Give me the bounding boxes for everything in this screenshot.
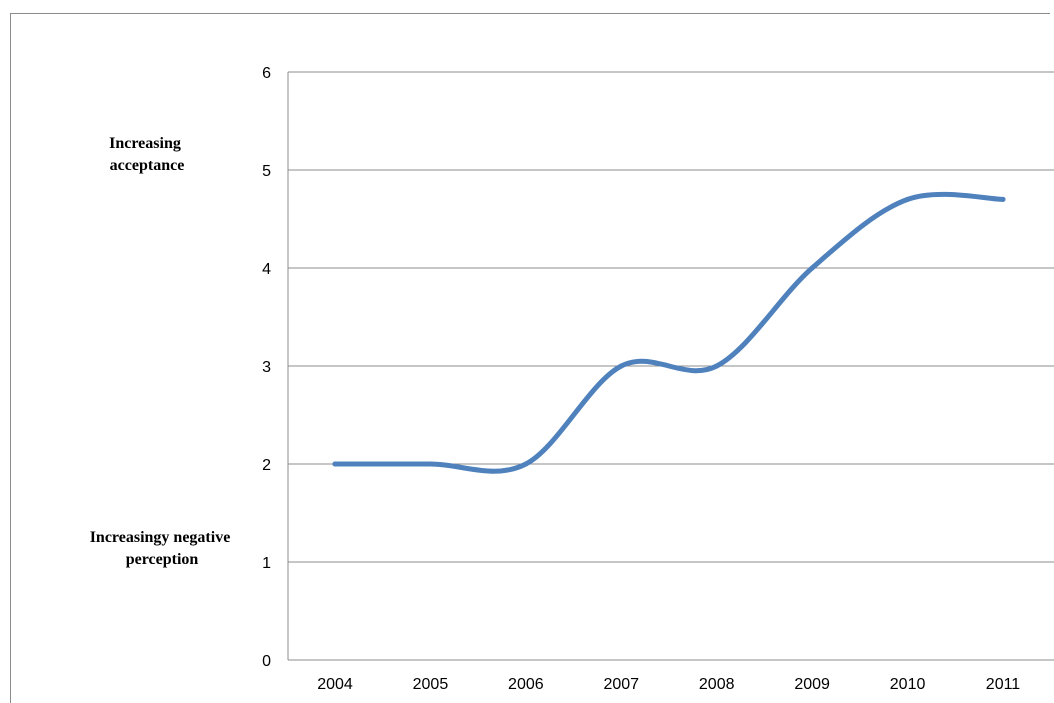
annotation-acceptance: Increasing acceptance [109, 135, 185, 174]
data-point-2011 [1000, 196, 1006, 202]
annotation-acceptance-line-2: acceptance [110, 157, 185, 174]
data-point-2005 [427, 461, 433, 467]
annotation-negative-line-1: Increasingy negative [90, 529, 231, 546]
data-point-2007 [618, 363, 624, 369]
data-point-2006 [523, 461, 529, 467]
data-point-2008 [714, 363, 720, 369]
y-tick-label-0: 0 [262, 653, 271, 670]
x-tick-label-2005: 2005 [413, 676, 449, 690]
x-tick-label-2006: 2006 [508, 676, 544, 690]
y-tick-label-5: 5 [262, 163, 271, 180]
annotations: Increasing acceptance Increasingy negati… [90, 135, 235, 568]
x-tick-label-2009: 2009 [794, 676, 830, 690]
annotation-acceptance-line-1: Increasing [109, 135, 181, 152]
data-point-2010 [905, 196, 911, 202]
x-tick-label-2011: 2011 [986, 676, 1021, 690]
chart-frame [10, 13, 1050, 703]
x-tick-label-2010: 2010 [890, 676, 926, 690]
x-tick-label-2004: 2004 [317, 676, 353, 690]
x-tick-labels: 2004 2005 2006 2007 2008 2009 2010 2011 [317, 676, 1020, 690]
y-tick-label-4: 4 [262, 261, 271, 278]
y-tick-label-1: 1 [262, 555, 271, 572]
series-line-0 [332, 191, 1006, 474]
y-tick-label-2: 2 [262, 457, 271, 474]
annotation-negative-perception: Increasingy negative perception [90, 529, 235, 568]
y-tick-labels: 0 1 2 3 4 5 6 [262, 65, 271, 670]
y-tick-label-6: 6 [262, 65, 271, 82]
annotation-negative-line-2: perception [126, 551, 199, 568]
series-layer [332, 191, 1006, 474]
axes [287, 72, 1054, 661]
gridlines [288, 71, 1054, 563]
x-tick-label-2008: 2008 [699, 676, 735, 690]
y-tick-label-3: 3 [262, 359, 271, 376]
x-tick-label-2007: 2007 [603, 676, 639, 690]
data-point-2009 [809, 265, 815, 271]
data-point-2004 [332, 461, 338, 467]
